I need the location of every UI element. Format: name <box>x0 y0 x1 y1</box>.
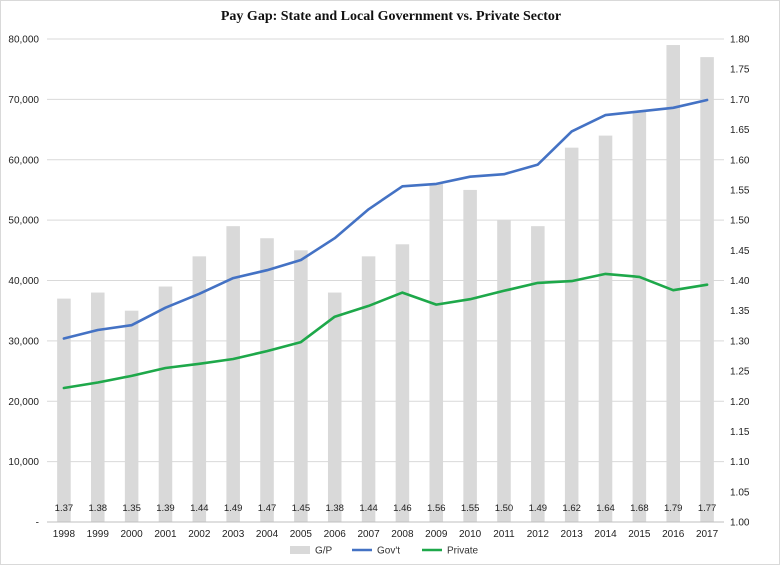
bar <box>429 183 444 522</box>
bar-data-label: 1.77 <box>698 503 717 514</box>
bar-data-label: 1.49 <box>224 503 243 514</box>
y-left-tick-label: - <box>36 518 39 529</box>
bar-data-label: 1.44 <box>359 503 378 514</box>
bar-data-label: 1.44 <box>190 503 209 514</box>
y-right-tick-label: 1.05 <box>730 487 750 498</box>
y-left-tick-label: 40,000 <box>8 276 39 287</box>
bar <box>497 220 511 522</box>
y-left-tick-label: 70,000 <box>8 95 39 106</box>
y-right-tick-label: 1.45 <box>730 246 750 257</box>
x-tick-label: 1999 <box>87 529 110 540</box>
y-right-tick-label: 1.10 <box>730 457 750 468</box>
bar <box>632 111 647 522</box>
y-right-tick-label: 1.35 <box>730 306 750 317</box>
y-right-tick-label: 1.70 <box>730 95 750 106</box>
y-left-tick-label: 30,000 <box>8 336 39 347</box>
y-right-tick-label: 1.20 <box>730 397 750 408</box>
bar <box>294 250 308 522</box>
bar <box>91 292 105 522</box>
y-right-tick-label: 1.65 <box>730 125 750 136</box>
x-tick-label: 2016 <box>662 529 685 540</box>
x-tick-label: 2017 <box>696 529 719 540</box>
bar-data-label: 1.62 <box>562 503 581 514</box>
bar-data-label: 1.50 <box>495 503 514 514</box>
legend-swatch-bar <box>290 546 310 554</box>
x-tick-label: 2015 <box>628 529 651 540</box>
bar-data-label: 1.49 <box>529 503 548 514</box>
x-tick-label: 2000 <box>121 529 144 540</box>
bar <box>666 45 680 522</box>
legend-label: G/P <box>315 546 333 557</box>
bar-data-label: 1.45 <box>292 503 311 514</box>
x-tick-label: 2005 <box>290 529 313 540</box>
x-tick-label: 2004 <box>256 529 279 540</box>
y-left-tick-label: 50,000 <box>8 216 39 227</box>
y-right-tick-label: 1.80 <box>730 35 750 46</box>
x-tick-label: 2007 <box>357 529 380 540</box>
chart-title: Pay Gap: State and Local Government vs. … <box>220 9 562 24</box>
x-tick-label: 1998 <box>53 529 76 540</box>
bar <box>327 292 342 522</box>
bar <box>395 244 410 522</box>
bar <box>700 57 714 523</box>
series-line <box>62 98 709 340</box>
bar-data-label: 1.55 <box>461 503 480 514</box>
y-right-tick-label: 1.25 <box>730 367 750 378</box>
x-tick-label: 2011 <box>493 529 515 540</box>
bar-data-label: 1.39 <box>156 503 175 514</box>
y-right-tick-label: 1.15 <box>730 427 750 438</box>
y-right-tick-label: 1.40 <box>730 276 750 287</box>
bar-data-label: 1.35 <box>122 503 141 514</box>
bar <box>531 226 545 522</box>
legend-label: Private <box>447 546 479 557</box>
bar-data-label: 1.37 <box>55 503 74 514</box>
bar <box>57 298 71 522</box>
y-right-tick-label: 1.30 <box>730 336 750 347</box>
bar <box>226 226 240 522</box>
series-line <box>62 272 709 390</box>
y-left-tick-label: 20,000 <box>8 397 39 408</box>
x-tick-label: 2002 <box>188 529 211 540</box>
bar-data-label: 1.68 <box>630 503 649 514</box>
x-tick-label: 2006 <box>324 529 347 540</box>
x-tick-label: 2010 <box>459 529 482 540</box>
bar <box>158 286 173 522</box>
bar <box>192 256 207 522</box>
bar-data-label: 1.79 <box>664 503 683 514</box>
bar-data-label: 1.56 <box>427 503 446 514</box>
y-right-tick-label: 1.60 <box>730 155 750 166</box>
bar <box>598 135 613 522</box>
y-left-tick-label: 60,000 <box>8 155 39 166</box>
bar-data-label: 1.38 <box>325 503 344 514</box>
y-left-tick-label: 80,000 <box>8 35 39 46</box>
y-right-tick-label: 1.00 <box>730 518 750 529</box>
bar <box>124 310 139 522</box>
x-tick-label: 2014 <box>594 529 617 540</box>
x-tick-label: 2003 <box>222 529 245 540</box>
x-tick-label: 2009 <box>425 529 448 540</box>
legend-label: Gov't <box>377 546 400 557</box>
bar <box>564 147 579 523</box>
bar-data-label: 1.38 <box>89 503 108 514</box>
y-left-tick-label: 10,000 <box>8 457 39 468</box>
bar <box>260 238 274 523</box>
bar-data-label: 1.46 <box>393 503 412 514</box>
bar <box>361 256 376 522</box>
x-tick-label: 2008 <box>391 529 414 540</box>
x-tick-label: 2001 <box>154 529 177 540</box>
y-right-tick-label: 1.75 <box>730 65 750 76</box>
x-tick-label: 2013 <box>561 529 584 540</box>
x-tick-label: 2012 <box>527 529 550 540</box>
bar <box>463 189 477 522</box>
bar-data-label: 1.47 <box>258 503 277 514</box>
bar-data-label: 1.64 <box>596 503 615 514</box>
y-right-tick-label: 1.50 <box>730 216 750 227</box>
y-right-tick-label: 1.55 <box>730 185 750 196</box>
